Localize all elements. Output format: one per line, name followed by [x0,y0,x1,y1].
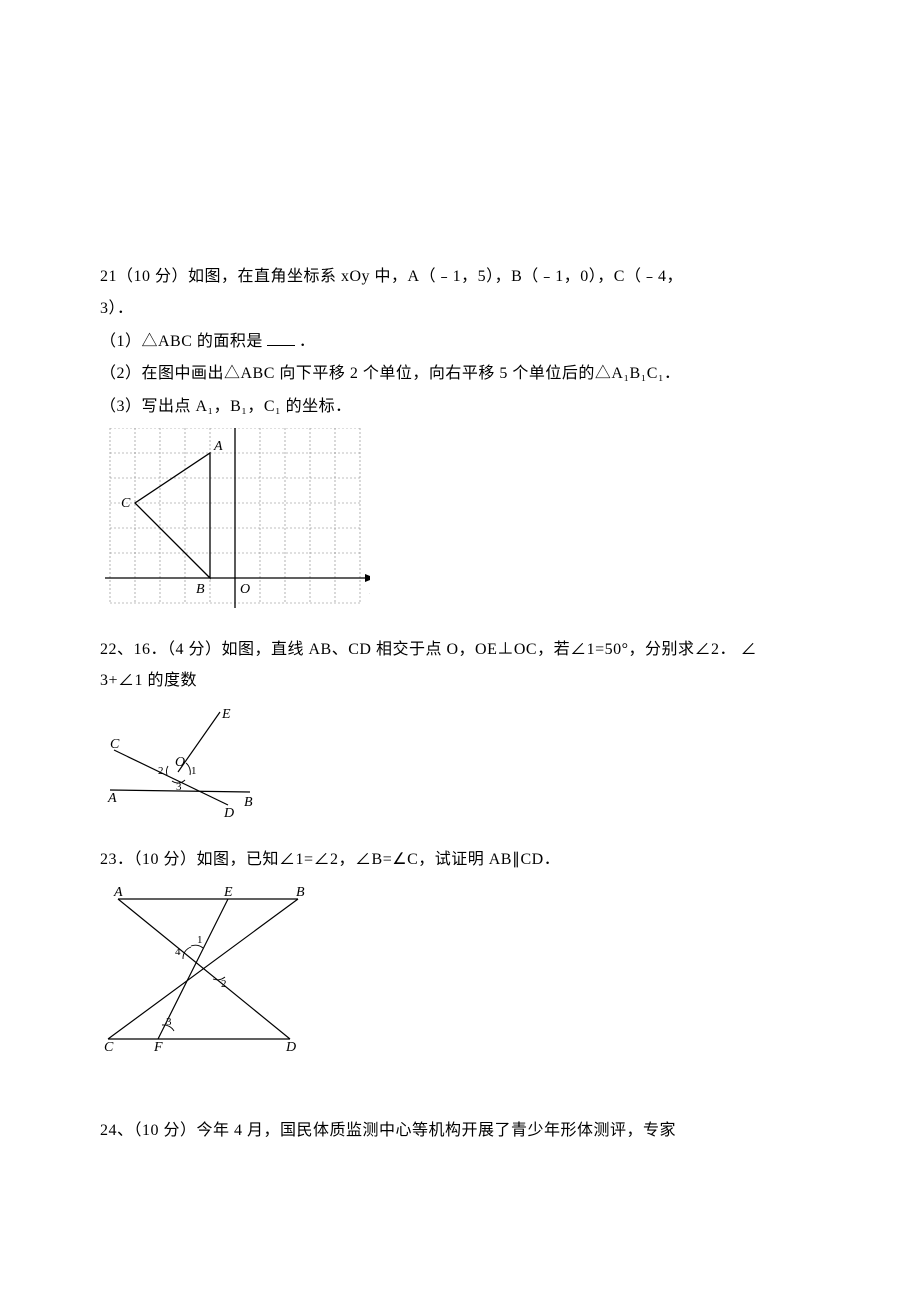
svg-text:1: 1 [191,765,197,777]
p22-figure: A B C D E O1 23 [100,702,820,827]
svg-text:B: B [296,885,305,900]
p21-figure: ABCOxy [100,428,820,618]
p21-q3: （3）写出点 A₁，B₁，C₁ 的坐标． [100,392,820,422]
problem-21: 21（10 分）如图，在直角坐标系 xOy 中，A（﹣1，5），B（﹣1，0），… [100,262,820,618]
svg-text:3: 3 [166,1016,172,1028]
svg-text:A: A [107,791,117,806]
svg-text:D: D [285,1040,296,1051]
svg-text:C: C [121,496,131,511]
problem-23: 23．（10 分）如图，已知∠1=∠2，∠B=∠C，试证明 AB∥CD． A B C… [100,845,820,1056]
p21-q1-suffix: ． [299,333,316,350]
svg-text:x: x [369,583,370,598]
svg-text:B: B [244,795,253,810]
p22-line2: 3+∠1 的度数 [100,667,820,696]
svg-text:4: 4 [175,946,181,958]
svg-text:A: A [213,439,223,454]
svg-text:F: F [153,1040,163,1051]
svg-text:D: D [223,806,234,821]
p22-line1: 22、16．（4 分）如图，直线 AB、CD 相交于点 O，OE⊥OC，若∠1=… [100,636,820,665]
p24-line1: 24、（10 分）今年 4 月，国民体质监测中心等机构开展了青少年形体测评，专家 [100,1116,820,1146]
p23-figure: A B C D E F 1 2 3 4 [100,881,820,1056]
svg-text:1: 1 [197,934,203,946]
p21-q2: （2）在图中画出△ABC 向下平移 2 个单位，向右平移 5 个单位后的△A₁B… [100,359,820,389]
svg-text:2: 2 [221,978,227,990]
svg-text:B: B [196,582,205,597]
svg-text:E: E [223,885,233,900]
svg-text:2: 2 [158,765,164,777]
svg-text:O: O [240,582,250,597]
p21-line1a: 21（10 分）如图，在直角坐标系 xOy 中，A（﹣1，5），B（﹣1，0），… [100,262,820,292]
p21-line1b: 3）． [100,294,820,324]
problem-22: 22、16．（4 分）如图，直线 AB、CD 相交于点 O，OE⊥OC，若∠1=… [100,636,820,827]
svg-text:C: C [110,737,120,752]
p21-q1-prefix: （1）△ABC 的面积是 [100,333,263,350]
problem-24: 24、（10 分）今年 4 月，国民体质监测中心等机构开展了青少年形体测评，专家 [100,1116,820,1146]
p21-q1: （1）△ABC 的面积是 ． [100,327,820,357]
page-content: 21（10 分）如图，在直角坐标系 xOy 中，A（﹣1，5），B（﹣1，0），… [0,0,920,1224]
svg-text:A: A [113,885,123,900]
blank-fill [267,345,295,346]
svg-text:3: 3 [176,781,182,793]
svg-text:E: E [221,707,231,722]
svg-text:O: O [175,755,185,770]
p23-line1: 23．（10 分）如图，已知∠1=∠2，∠B=∠C，试证明 AB∥CD． [100,845,820,875]
svg-text:C: C [104,1040,114,1051]
